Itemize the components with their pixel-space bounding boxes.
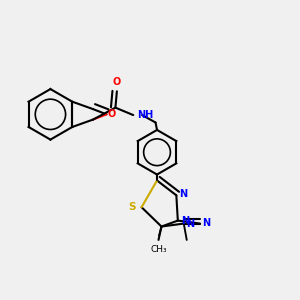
Text: N: N [186,219,194,229]
Text: N: N [179,189,187,199]
Text: N: N [202,218,211,228]
Text: N: N [181,216,189,226]
Text: NH: NH [137,110,153,120]
Text: O: O [113,77,121,87]
Text: O: O [108,109,116,119]
Text: S: S [129,202,136,212]
Text: CH₃: CH₃ [150,245,167,254]
